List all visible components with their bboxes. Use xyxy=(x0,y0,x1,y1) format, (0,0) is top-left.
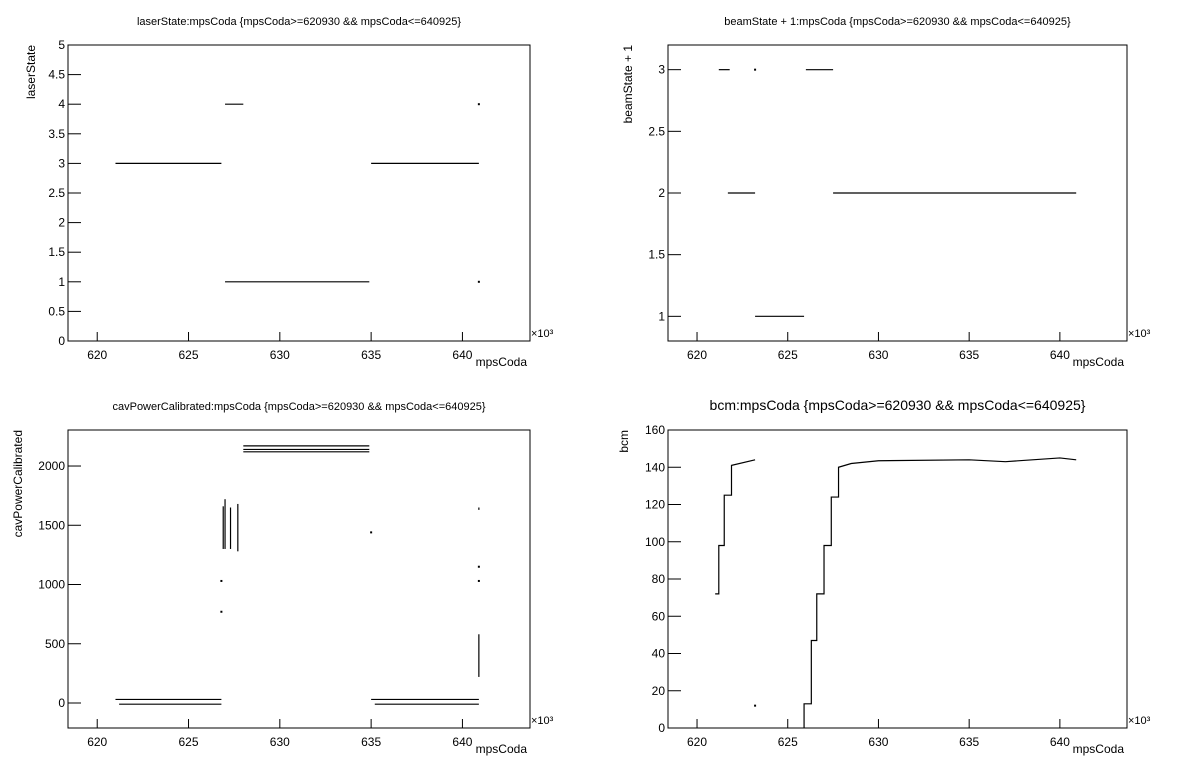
x-tick-label: 625 xyxy=(179,348,199,362)
y-tick-label: 2.5 xyxy=(48,186,65,200)
x-axis-label: mpsCoda xyxy=(476,355,528,369)
y-tick-label: 160 xyxy=(645,423,665,437)
x-tick-label: 620 xyxy=(87,348,107,362)
y-tick-label: 0.5 xyxy=(48,304,65,318)
x-tick-label: 635 xyxy=(959,735,979,749)
y-tick-label: 1 xyxy=(58,275,65,289)
y-tick-label: 100 xyxy=(645,535,665,549)
x-multiplier: ×10³ xyxy=(1128,328,1151,340)
chart-title: laserState:mpsCoda {mpsCoda>=620930 && m… xyxy=(137,16,461,28)
x-axis-label: mpsCoda xyxy=(1073,742,1125,756)
point xyxy=(477,103,480,106)
point xyxy=(477,280,480,283)
y-tick-label: 2 xyxy=(58,216,65,230)
y-tick-label: 5 xyxy=(58,38,65,52)
x-multiplier: ×10³ xyxy=(531,715,554,727)
y-tick-label: 1.5 xyxy=(48,245,65,259)
point xyxy=(754,68,757,71)
x-tick-label: 640 xyxy=(1050,735,1070,749)
x-tick-label: 630 xyxy=(270,735,290,749)
data-line xyxy=(715,459,756,595)
y-tick-label: 1500 xyxy=(38,518,65,532)
chart-title: beamState + 1:mpsCoda {mpsCoda>=620930 &… xyxy=(724,16,1071,28)
x-tick-label: 625 xyxy=(778,348,798,362)
y-axis-label: beamState + 1 xyxy=(621,45,635,124)
x-tick-label: 640 xyxy=(452,348,472,362)
y-axis-label: cavPowerCalibrated xyxy=(11,430,25,537)
chart-title: bcm:mpsCoda {mpsCoda>=620930 && mpsCoda<… xyxy=(710,397,1086,413)
point xyxy=(477,565,480,568)
chart-title: cavPowerCalibrated:mpsCoda {mpsCoda>=620… xyxy=(112,401,485,413)
y-tick-label: 2.5 xyxy=(648,124,665,138)
y-tick-label: 20 xyxy=(652,684,666,698)
y-tick-label: 4 xyxy=(58,97,65,111)
x-tick-label: 620 xyxy=(687,735,707,749)
y-tick-label: 40 xyxy=(652,647,666,661)
point xyxy=(754,704,757,707)
x-multiplier: ×10³ xyxy=(531,328,554,340)
point xyxy=(220,579,223,582)
y-tick-label: 2 xyxy=(658,186,665,200)
x-tick-label: 630 xyxy=(868,348,888,362)
y-tick-label: 140 xyxy=(645,460,665,474)
data-line xyxy=(803,457,1077,728)
x-tick-label: 620 xyxy=(687,348,707,362)
y-tick-label: 1.5 xyxy=(648,248,665,262)
point xyxy=(220,610,223,613)
x-tick-label: 625 xyxy=(179,735,199,749)
y-tick-label: 3 xyxy=(58,156,65,170)
y-tick-label: 0 xyxy=(58,696,65,710)
y-tick-label: 120 xyxy=(645,498,665,512)
x-axis-label: mpsCoda xyxy=(476,742,528,756)
plot-frame xyxy=(67,429,531,729)
y-tick-label: 500 xyxy=(45,637,65,651)
x-tick-label: 620 xyxy=(87,735,107,749)
y-tick-label: 80 xyxy=(652,572,666,586)
y-axis-label: bcm xyxy=(617,430,631,453)
x-tick-label: 630 xyxy=(868,735,888,749)
x-axis-label: mpsCoda xyxy=(1073,355,1125,369)
y-tick-label: 4.5 xyxy=(48,68,65,82)
y-tick-label: 1000 xyxy=(38,578,65,592)
point xyxy=(477,579,480,582)
x-tick-label: 640 xyxy=(1050,348,1070,362)
y-tick-label: 2000 xyxy=(38,459,65,473)
point xyxy=(370,531,373,534)
y-tick-label: 3.5 xyxy=(48,127,65,141)
y-tick-label: 0 xyxy=(58,334,65,348)
y-tick-label: 3 xyxy=(658,63,665,77)
x-tick-label: 630 xyxy=(270,348,290,362)
y-tick-label: 60 xyxy=(652,609,666,623)
x-tick-label: 640 xyxy=(452,735,472,749)
x-tick-label: 635 xyxy=(959,348,979,362)
y-tick-label: 0 xyxy=(658,721,665,735)
x-tick-label: 635 xyxy=(361,735,381,749)
plot-frame xyxy=(667,429,1128,729)
y-axis-label: laserState xyxy=(24,45,38,99)
x-tick-label: 635 xyxy=(361,348,381,362)
x-tick-label: 625 xyxy=(778,735,798,749)
plot-frame xyxy=(67,44,531,342)
x-multiplier: ×10³ xyxy=(1128,715,1151,727)
y-tick-label: 1 xyxy=(658,309,665,323)
